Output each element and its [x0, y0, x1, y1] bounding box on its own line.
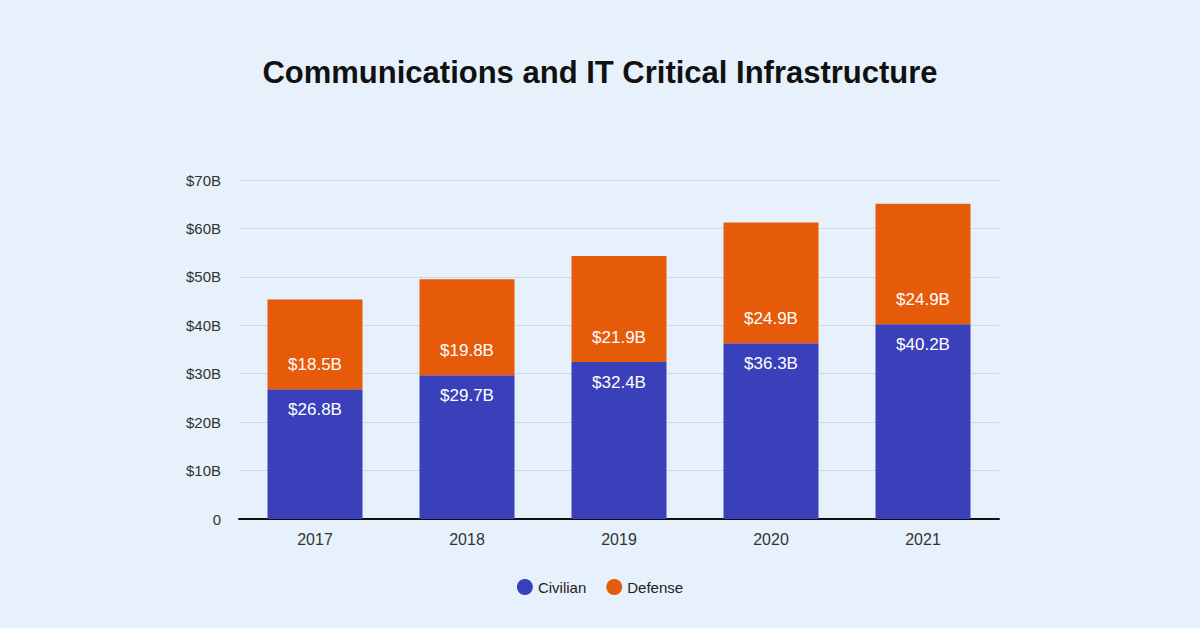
svg-text:$30B: $30B [186, 365, 221, 382]
svg-text:Civilian: Civilian [538, 579, 586, 596]
svg-text:$70B: $70B [186, 172, 221, 189]
svg-text:$40.2B: $40.2B [896, 335, 950, 354]
svg-text:2019: 2019 [601, 531, 637, 548]
svg-text:2021: 2021 [905, 531, 941, 548]
svg-text:$32.4B: $32.4B [592, 373, 646, 392]
svg-text:$19.8B: $19.8B [440, 341, 494, 360]
svg-text:$24.9B: $24.9B [744, 309, 798, 328]
svg-text:$26.8B: $26.8B [288, 400, 342, 419]
svg-text:$20B: $20B [186, 414, 221, 431]
svg-text:$36.3B: $36.3B [744, 354, 798, 373]
svg-text:2018: 2018 [449, 531, 485, 548]
svg-text:$10B: $10B [186, 462, 221, 479]
svg-text:$29.7B: $29.7B [440, 386, 494, 405]
svg-text:$24.9B: $24.9B [896, 290, 950, 309]
svg-text:$60B: $60B [186, 220, 221, 237]
svg-text:$50B: $50B [186, 268, 221, 285]
svg-text:2017: 2017 [297, 531, 333, 548]
svg-text:2020: 2020 [753, 531, 789, 548]
svg-text:$40B: $40B [186, 317, 221, 334]
svg-text:0: 0 [213, 511, 221, 528]
svg-text:Defense: Defense [627, 579, 683, 596]
svg-text:Communications and IT Critical: Communications and IT Critical Infrastru… [262, 55, 937, 90]
svg-text:$18.5B: $18.5B [288, 355, 342, 374]
svg-text:$21.9B: $21.9B [592, 328, 646, 347]
